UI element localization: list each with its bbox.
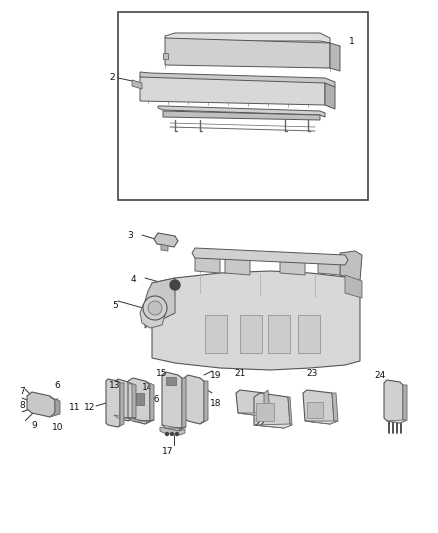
Text: 22: 22 <box>254 418 265 427</box>
Polygon shape <box>158 106 325 117</box>
Text: 1: 1 <box>349 36 355 45</box>
Polygon shape <box>284 397 292 428</box>
Polygon shape <box>114 415 136 418</box>
Bar <box>298 315 320 353</box>
Text: 23: 23 <box>306 368 318 377</box>
Polygon shape <box>225 257 250 275</box>
Text: 24: 24 <box>374 370 385 379</box>
Bar <box>222 83 236 89</box>
Circle shape <box>148 301 162 315</box>
Text: 7: 7 <box>19 386 25 395</box>
Polygon shape <box>192 248 348 265</box>
Bar <box>256 403 274 421</box>
Text: 10: 10 <box>52 423 64 432</box>
Polygon shape <box>254 393 290 428</box>
Polygon shape <box>318 259 340 275</box>
Bar <box>246 83 260 90</box>
Polygon shape <box>145 278 175 328</box>
Text: 5: 5 <box>112 301 118 310</box>
Text: 6: 6 <box>54 381 60 390</box>
Polygon shape <box>132 80 142 89</box>
Polygon shape <box>154 233 178 247</box>
Text: 17: 17 <box>162 447 174 456</box>
Polygon shape <box>330 43 340 71</box>
Polygon shape <box>140 77 325 105</box>
Text: 9: 9 <box>31 421 37 430</box>
Polygon shape <box>152 271 360 370</box>
Bar <box>240 315 262 353</box>
Polygon shape <box>140 303 165 328</box>
Polygon shape <box>162 372 182 431</box>
Text: 8: 8 <box>19 400 25 409</box>
Polygon shape <box>140 72 335 87</box>
Polygon shape <box>165 38 330 68</box>
Bar <box>118 12 368 200</box>
Polygon shape <box>27 392 55 417</box>
Polygon shape <box>178 378 186 431</box>
Circle shape <box>170 280 180 290</box>
Polygon shape <box>340 251 362 281</box>
Text: 2: 2 <box>109 74 115 83</box>
Bar <box>136 393 144 405</box>
Polygon shape <box>163 111 320 120</box>
Bar <box>268 315 290 353</box>
Polygon shape <box>305 421 338 424</box>
Polygon shape <box>195 255 220 273</box>
Polygon shape <box>50 397 60 417</box>
Bar <box>198 82 212 88</box>
Polygon shape <box>163 53 168 59</box>
Polygon shape <box>303 390 334 424</box>
Polygon shape <box>128 418 154 421</box>
Polygon shape <box>384 380 403 423</box>
Polygon shape <box>106 379 120 427</box>
Text: 4: 4 <box>130 274 136 284</box>
Bar <box>150 81 164 87</box>
Polygon shape <box>145 381 154 424</box>
Polygon shape <box>200 381 208 424</box>
Polygon shape <box>162 425 186 428</box>
Text: 15: 15 <box>156 368 168 377</box>
Polygon shape <box>160 427 185 435</box>
Polygon shape <box>330 393 338 424</box>
Polygon shape <box>400 385 407 423</box>
Polygon shape <box>280 258 305 275</box>
Polygon shape <box>325 83 335 109</box>
Polygon shape <box>114 379 132 421</box>
Polygon shape <box>165 33 330 43</box>
Text: 13: 13 <box>109 381 121 390</box>
Circle shape <box>170 432 173 435</box>
Text: 21: 21 <box>234 368 246 377</box>
Polygon shape <box>262 390 270 416</box>
Bar <box>270 84 284 90</box>
Polygon shape <box>236 390 266 416</box>
Polygon shape <box>184 375 204 424</box>
Text: 3: 3 <box>127 230 133 239</box>
Bar <box>174 82 188 87</box>
Bar <box>294 85 308 91</box>
Text: 12: 12 <box>84 402 95 411</box>
Circle shape <box>166 432 169 435</box>
Text: 18: 18 <box>210 399 222 408</box>
Circle shape <box>176 432 179 435</box>
Polygon shape <box>128 378 150 424</box>
Polygon shape <box>118 383 124 427</box>
Polygon shape <box>345 275 362 298</box>
Bar <box>205 315 227 353</box>
Polygon shape <box>161 244 168 251</box>
Polygon shape <box>387 420 407 423</box>
Text: 11: 11 <box>69 402 81 411</box>
Polygon shape <box>128 382 136 421</box>
Bar <box>307 402 323 418</box>
Polygon shape <box>238 413 270 416</box>
Circle shape <box>143 296 167 320</box>
Polygon shape <box>254 424 292 428</box>
Text: 16: 16 <box>149 395 161 405</box>
Text: 14: 14 <box>142 384 154 392</box>
Text: 19: 19 <box>210 370 222 379</box>
Bar <box>166 377 176 385</box>
